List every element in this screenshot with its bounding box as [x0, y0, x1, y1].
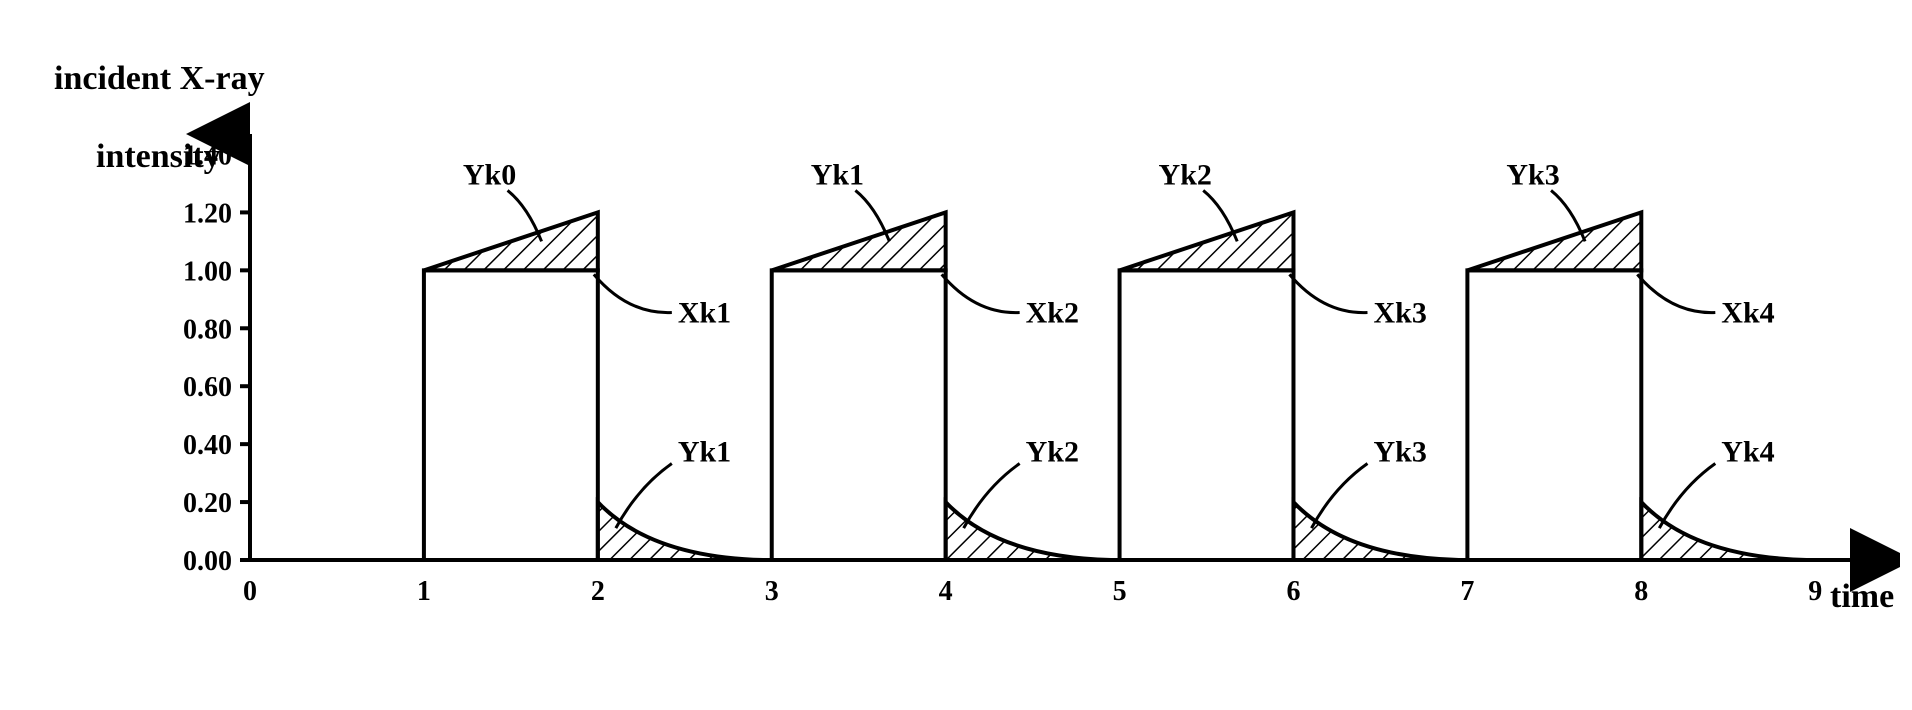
xtick-label: 9 [1808, 576, 1822, 607]
xtick-label: 0 [243, 576, 257, 607]
decay-label: Yk3 [1373, 436, 1426, 469]
xtick-label: 5 [1113, 576, 1127, 607]
xtick-label: 2 [591, 576, 605, 607]
pulse-mid-label: Xk1 [678, 296, 731, 329]
xtick-label: 3 [765, 576, 779, 607]
xtick-label: 7 [1460, 576, 1474, 607]
decay-label: Yk4 [1721, 436, 1774, 469]
y-axis-title: incident X-ray intensity [20, 20, 265, 215]
xtick-label: 4 [939, 576, 953, 607]
y-axis-title-line1: incident X-ray [54, 60, 265, 97]
decay-label: Yk1 [678, 436, 731, 469]
ytick-label: 0.60 [183, 372, 232, 403]
ytick-label: 0.80 [183, 314, 232, 345]
wedge-top-label: Yk1 [811, 158, 864, 191]
wedge-top-label: Yk0 [463, 158, 516, 191]
y-axis-title-line2: intensity [54, 138, 221, 175]
ytick-label: 0.00 [183, 546, 232, 577]
pulse-mid-label: Xk3 [1373, 296, 1426, 329]
xtick-label: 8 [1634, 576, 1648, 607]
x-axis-title: time [1830, 578, 1894, 616]
xray-intensity-chart: incident X-ray intensity 0.000.200.400.6… [20, 20, 1900, 690]
pulse-mid-label: Xk4 [1721, 296, 1774, 329]
wedge-top-label: Yk3 [1506, 158, 1559, 191]
wedge-top-label: Yk2 [1159, 158, 1212, 191]
xtick-label: 1 [417, 576, 431, 607]
ytick-label: 0.20 [183, 488, 232, 519]
chart-canvas: 0.000.200.400.600.801.001.201.4001234567… [20, 20, 1900, 690]
decay-label: Yk2 [1026, 436, 1079, 469]
xtick-label: 6 [1286, 576, 1300, 607]
ytick-label: 1.00 [183, 256, 232, 287]
ytick-label: 0.40 [183, 430, 232, 461]
pulse-mid-label: Xk2 [1026, 296, 1079, 329]
